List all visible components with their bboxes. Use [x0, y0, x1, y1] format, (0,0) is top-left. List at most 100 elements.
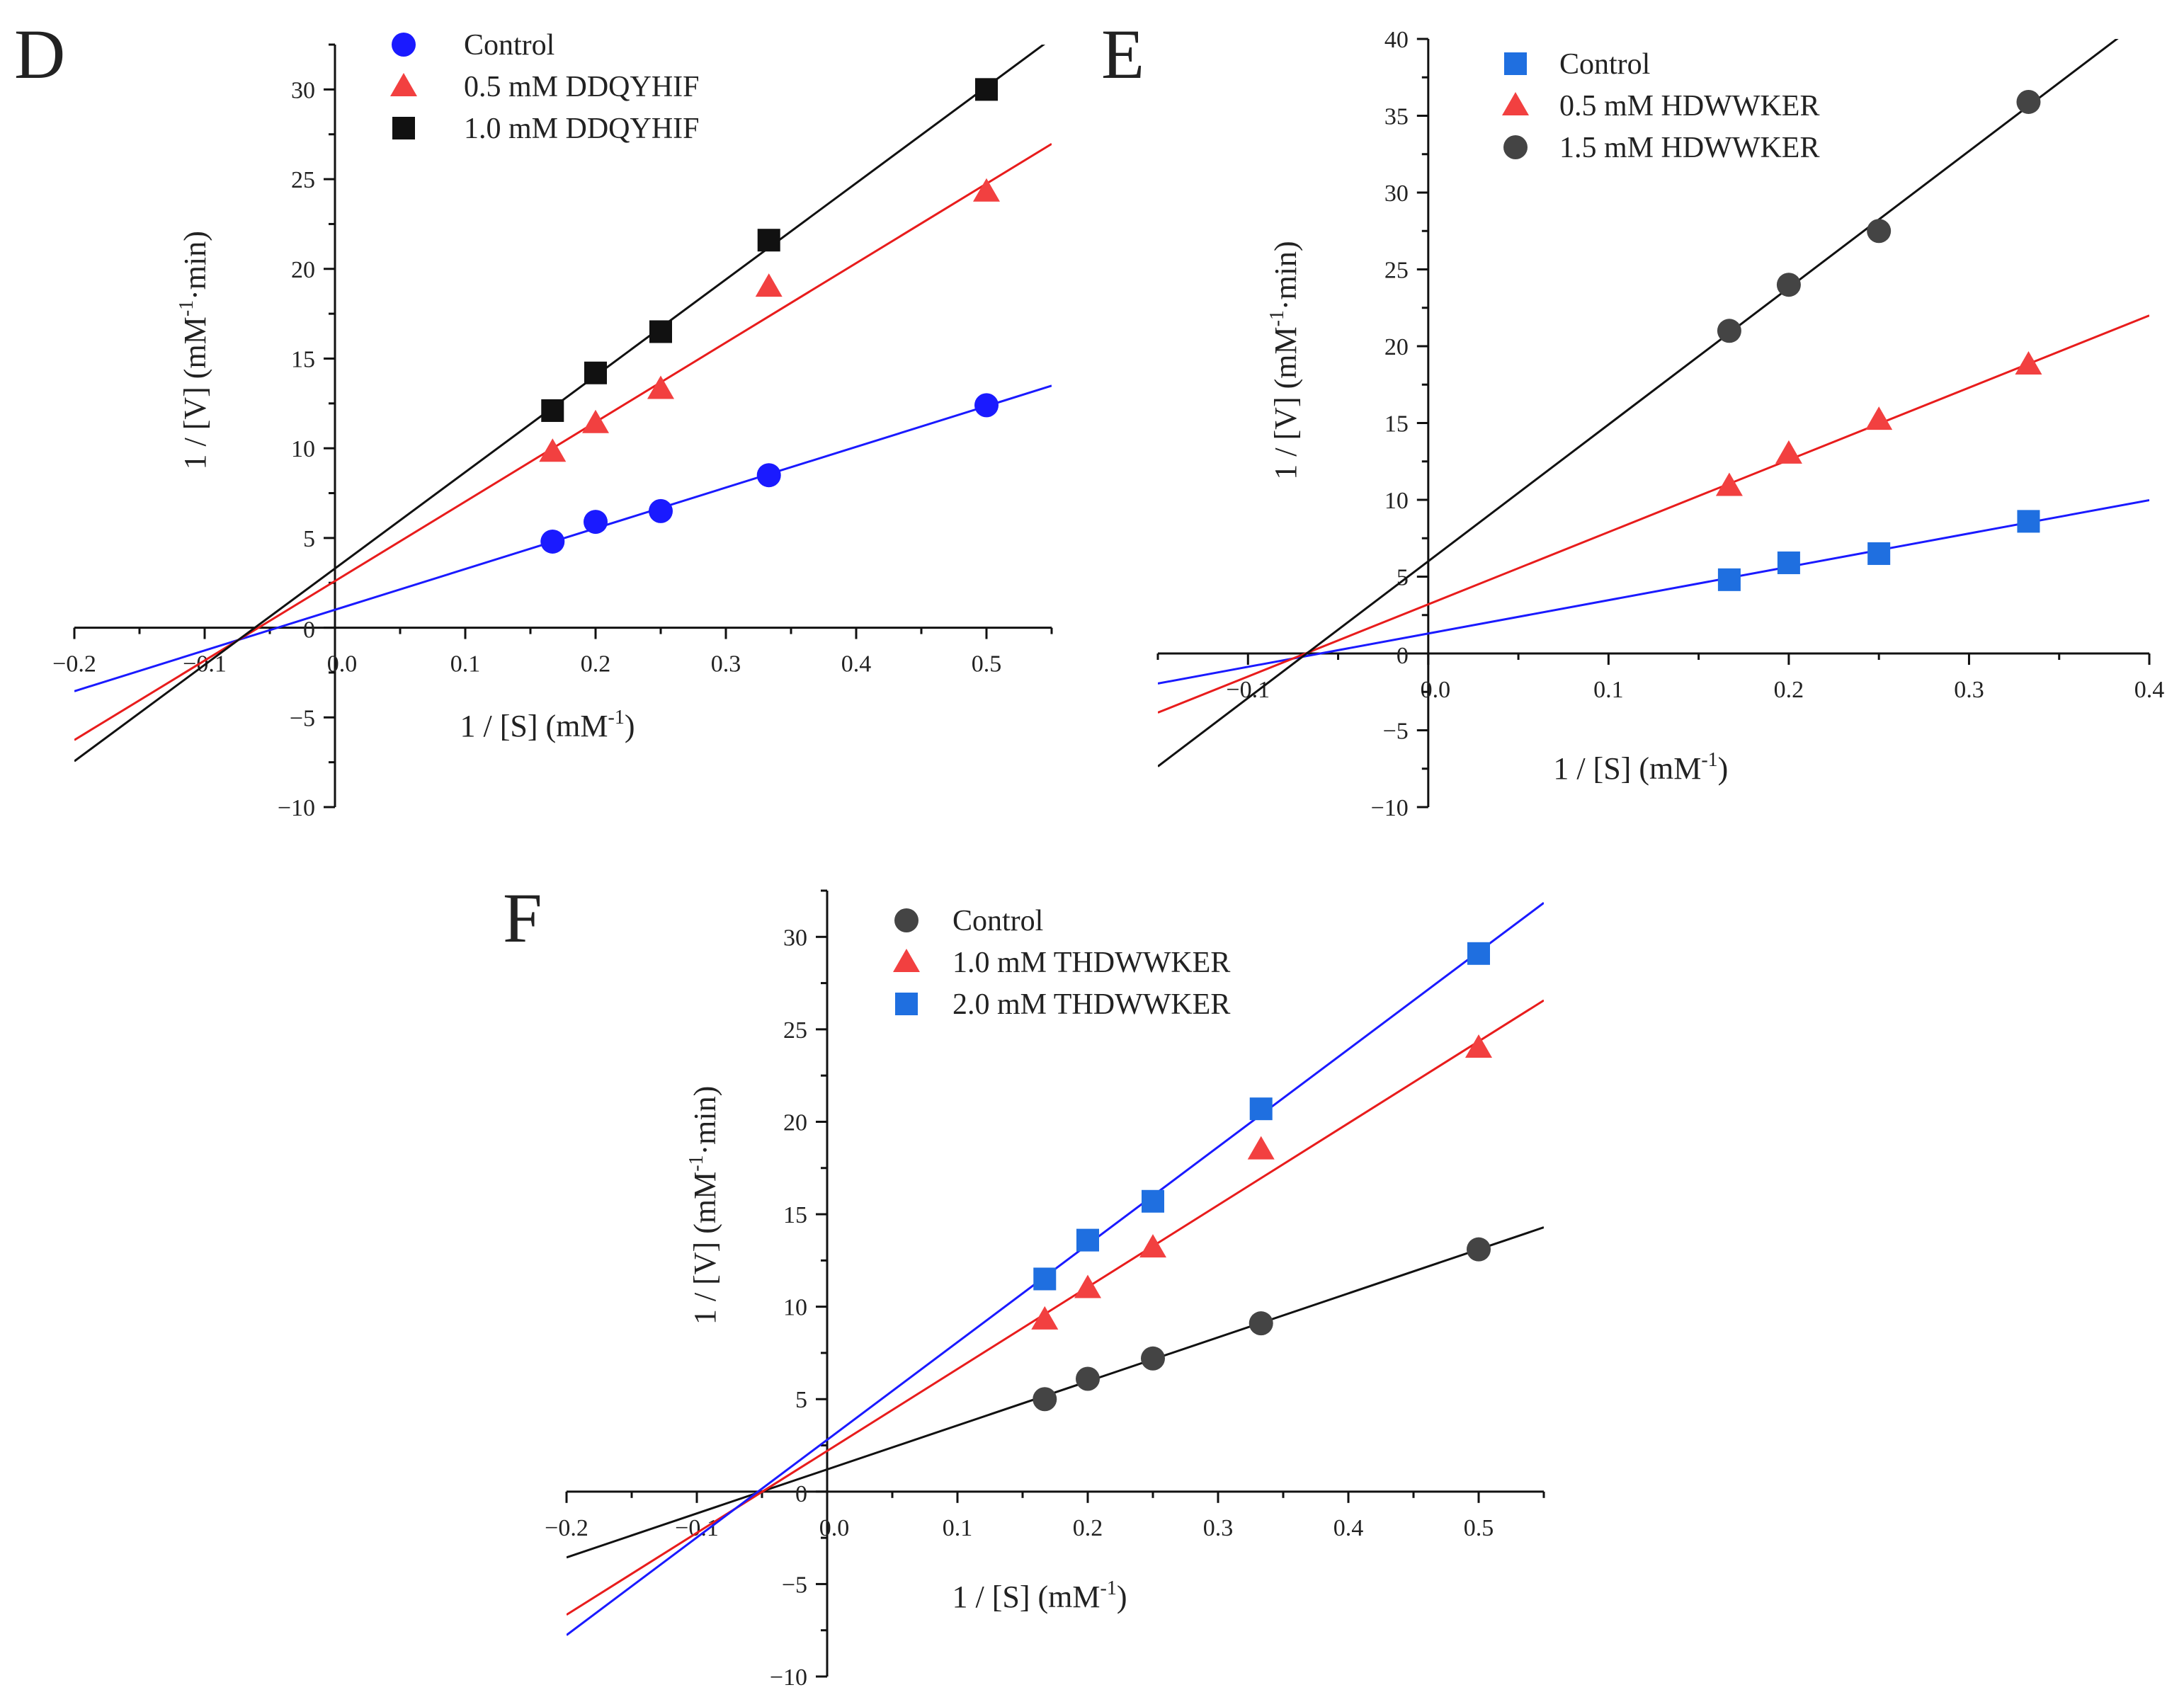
y-tick-label: 0: [303, 617, 315, 644]
y-tick-label: 30: [783, 925, 807, 951]
data-point-series-2: [1865, 406, 1893, 430]
legend-label-series-3: 1.0 mM DDQYHIF: [464, 113, 700, 145]
data-point-series-3: [1142, 1189, 1164, 1213]
data-point-series-2: [1715, 472, 1743, 496]
legend-marker-series-3: [1503, 135, 1528, 159]
x-tick-label: 0.0: [1421, 677, 1451, 703]
x-tick-label: 0.2: [581, 651, 611, 678]
y-tick-label: 25: [783, 1017, 807, 1044]
data-point-series-3: [2016, 89, 2041, 114]
x-axis-title-superscript: -1: [1701, 749, 1717, 771]
y-tick-label: 25: [1384, 258, 1409, 284]
x-axis-title: 1 / [S] (mM-1): [1553, 749, 1728, 786]
data-point-series-2: [973, 178, 1000, 202]
data-point-series-1: [1141, 1346, 1165, 1371]
y-tick-label: 20: [1384, 334, 1409, 360]
x-tick-label: 0.1: [1593, 677, 1624, 703]
y-tick-label: 0: [1397, 643, 1409, 669]
data-point-series-1: [1249, 1311, 1273, 1336]
x-axis-title-superscript: -1: [1100, 1577, 1117, 1599]
data-point-series-1: [584, 510, 608, 535]
legend-label-series-2: 0.5 mM DDQYHIF: [464, 71, 700, 103]
y-axis-title-superscript: -1: [176, 300, 198, 316]
data-point-series-3: [975, 78, 998, 101]
x-tick-label: 0.3: [711, 651, 741, 678]
data-point-series-1: [649, 498, 673, 523]
data-point-series-2: [582, 409, 609, 433]
y-tick-label: 40: [1384, 27, 1409, 53]
data-point-series-3: [1467, 942, 1490, 965]
x-tick-label: −0.2: [52, 651, 96, 678]
panel-letter: F: [503, 879, 542, 957]
x-tick-label: −0.2: [545, 1515, 588, 1541]
data-point-series-1: [1467, 1237, 1491, 1262]
y-tick-label: 25: [291, 167, 315, 193]
data-point-series-1: [1076, 1366, 1100, 1391]
data-point-series-2: [1139, 1234, 1166, 1258]
y-tick-label: −5: [782, 1572, 807, 1598]
data-point-series-1: [1867, 542, 1891, 565]
x-tick-label: 0.2: [1774, 677, 1804, 703]
legend-label-series-3: 2.0 mM THDWWKER: [952, 988, 1230, 1021]
y-axis-title-tail: ·min): [688, 1086, 722, 1155]
y-tick-label: 35: [1384, 104, 1409, 130]
data-point-series-2: [755, 273, 783, 297]
panel-d: D−0.2−0.10.00.10.20.30.40.5−10−505101520…: [14, 15, 1053, 821]
fit-line-series-2: [1158, 314, 2149, 714]
x-tick-label: 0.4: [841, 651, 872, 678]
y-tick-label: 30: [291, 77, 315, 103]
legend-label-series-1: Control: [464, 29, 554, 62]
panel-letter: E: [1101, 15, 1144, 93]
y-tick-label: 10: [291, 436, 315, 462]
y-tick-label: −5: [290, 705, 315, 731]
fit-line-series-3: [1158, 39, 2119, 767]
legend-marker-series-3: [895, 993, 918, 1015]
data-point-series-1: [2017, 510, 2040, 533]
y-axis-title-superscript: -1: [1266, 310, 1288, 326]
legend-marker-series-1: [894, 908, 918, 932]
legend-marker-series-2: [893, 949, 920, 972]
data-point-series-2: [2015, 351, 2042, 375]
y-tick-label: 10: [1384, 488, 1409, 514]
panel-e: E−0.1 0.0 0.1 0.2 0.3 0.4−10−5051015202530354…: [1101, 15, 2165, 821]
y-tick-label: −10: [278, 795, 315, 821]
x-tick-label: 0.4: [1333, 1515, 1364, 1541]
data-point-series-3: [1033, 1267, 1057, 1291]
y-axis-title-superscript: -1: [686, 1155, 707, 1171]
x-axis-title-tail: ): [1718, 751, 1729, 786]
y-axis-title-tail: ·min): [1268, 241, 1303, 310]
y-tick-label: 15: [291, 346, 315, 372]
x-tick-label: 0.3: [1203, 1515, 1234, 1541]
data-point-series-2: [539, 438, 567, 462]
data-point-series-3: [584, 361, 607, 384]
data-point-series-3: [1249, 1097, 1273, 1121]
legend-marker-series-2: [390, 73, 417, 96]
legend-label-series-1: Control: [1559, 48, 1650, 81]
y-tick-label: 10: [783, 1295, 807, 1321]
x-tick-label: 0.1: [450, 651, 481, 678]
legend-label-series-3: 1.5 mM HDWWKER: [1559, 132, 1819, 164]
data-point-series-1: [540, 529, 565, 554]
y-axis-title: 1 / [V] (mM-1·min): [686, 1086, 722, 1325]
data-point-series-1: [756, 463, 781, 488]
data-point-series-2: [1465, 1034, 1492, 1058]
data-point-series-3: [1867, 219, 1892, 244]
x-axis-title: 1 / [S] (mM-1): [460, 707, 635, 743]
data-point-series-3: [1717, 319, 1741, 343]
data-point-series-1: [974, 393, 999, 418]
legend-label-series-2: 0.5 mM HDWWKER: [1559, 90, 1819, 122]
data-point-series-3: [649, 320, 672, 343]
fit-line-series-1: [567, 1226, 1544, 1559]
y-axis-title: 1 / [V] (mM-1·min): [176, 231, 212, 469]
data-point-series-1: [1777, 551, 1800, 574]
fit-line-series-1: [1158, 498, 2149, 685]
x-tick-label: 0.4: [2134, 677, 2165, 703]
data-point-series-3: [757, 229, 780, 252]
data-point-series-1: [1033, 1387, 1057, 1412]
y-tick-label: 15: [1384, 411, 1409, 438]
data-point-series-2: [1775, 440, 1802, 464]
x-tick-label: 0.1: [943, 1515, 973, 1541]
y-tick-label: −10: [770, 1664, 807, 1691]
y-tick-label: −10: [1371, 795, 1409, 821]
x-tick-label: 0.3: [1954, 677, 1984, 703]
